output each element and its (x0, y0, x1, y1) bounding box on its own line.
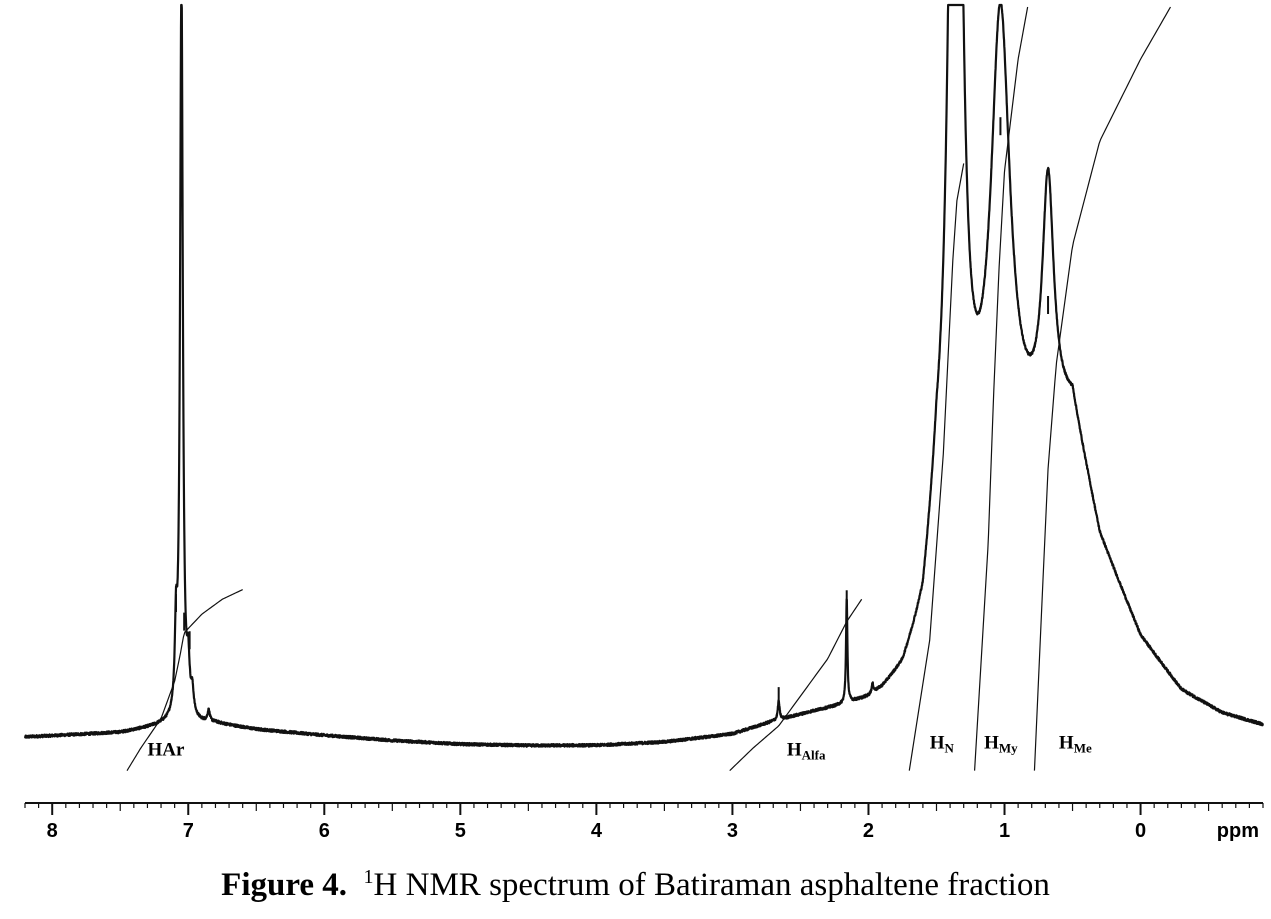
peak-markers (175, 117, 1050, 706)
x-tick-label: 4 (591, 820, 603, 842)
spectrum-layer (23, 3, 1264, 748)
figure-caption: Figure 4. 1H NMR spectrum of Batiraman a… (0, 866, 1271, 904)
integral-curve-hmy (973, 6, 1029, 771)
x-axis: 8 7 6 5 4 3 2 1 0 ppm (24, 802, 1264, 842)
integral-curve-hn (908, 163, 965, 771)
region-label-hmy: HMy (984, 732, 1018, 755)
integral-curve-halfa (729, 598, 863, 772)
x-tick-label: 5 (455, 820, 466, 842)
x-tick-label: 1 (999, 820, 1010, 842)
region-label-hme: HMe (1059, 732, 1092, 755)
nmr-spectrum-chart: 8 7 6 5 4 3 2 1 0 ppm HAr HAlfa HN HMy HMe (23, 3, 1264, 842)
x-tick-label: 0 (1135, 820, 1146, 842)
region-label-hn: HN (930, 732, 955, 755)
spectrum-trace (23, 3, 1264, 748)
x-tick-label: 6 (319, 820, 330, 842)
x-tick-label: 3 (727, 820, 738, 842)
integral-curve-har (126, 589, 243, 771)
integral-curve-hme (1033, 6, 1172, 771)
caption-label: Figure 4. (221, 867, 348, 903)
caption-text: H NMR spectrum of Batiraman asphaltene f… (373, 867, 1050, 903)
integral-curves (126, 6, 1172, 772)
x-axis-unit-label: ppm (1217, 820, 1259, 842)
region-labels: HAr HAlfa HN HMy HMe (147, 732, 1092, 762)
caption-superscript: 1 (363, 866, 374, 888)
region-label-halfa: HAlfa (787, 740, 826, 763)
x-tick-label: 7 (183, 820, 194, 842)
x-tick-label: 2 (863, 820, 874, 842)
region-label-har: HAr (147, 740, 185, 761)
x-tick-label: 8 (47, 820, 58, 842)
